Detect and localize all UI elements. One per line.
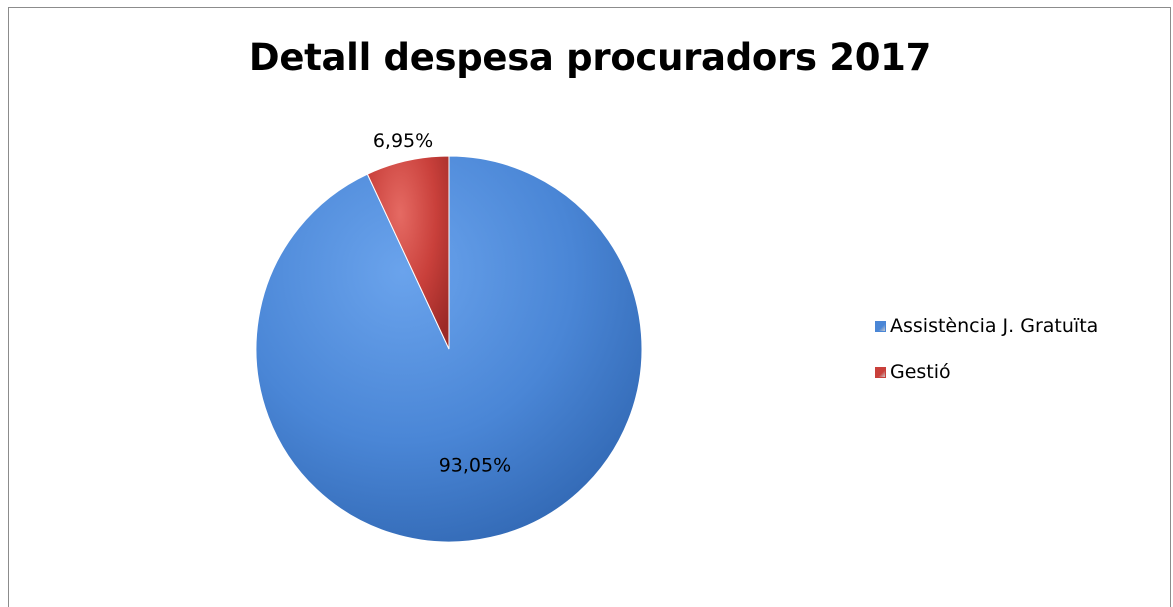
- data-label-assistencia: 93,05%: [439, 454, 511, 476]
- data-label-gestio: 6,95%: [373, 130, 433, 152]
- pie-slice-gestio: [366, 155, 450, 350]
- legend-swatch-gestio: [875, 366, 886, 378]
- legend-label-assistencia: Assistència J. Gratuïta: [890, 315, 1099, 337]
- legend-item-gestio: Gestió: [875, 357, 1098, 387]
- legend-label-gestio: Gestió: [890, 361, 951, 383]
- legend: Assistència J. Gratuïta Gestió: [875, 311, 1098, 403]
- legend-swatch-assistencia: [875, 320, 886, 332]
- legend-item-assistencia: Assistència J. Gratuïta: [875, 311, 1098, 341]
- pie-chart: 93,05% 6,95%: [255, 130, 643, 543]
- chart-title: Detall despesa procuradors 2017: [248, 36, 932, 79]
